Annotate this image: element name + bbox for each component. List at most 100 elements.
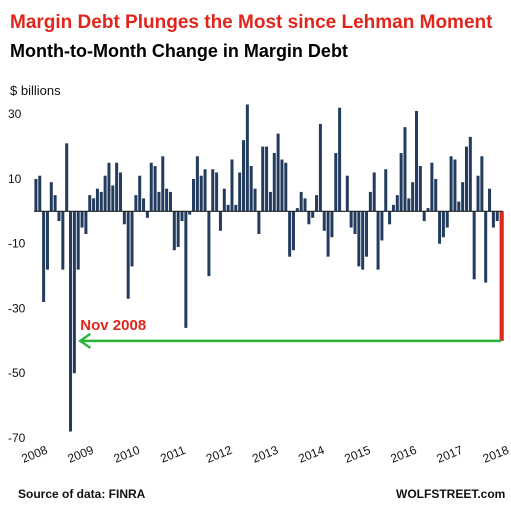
annotation-arrow-head: [78, 332, 92, 349]
bar: [126, 211, 130, 299]
bar: [272, 153, 276, 212]
bar: [118, 172, 122, 212]
bar: [261, 146, 265, 212]
bar: [192, 178, 196, 212]
x-tick-label: 2015: [342, 443, 372, 466]
bar: [268, 191, 272, 212]
bar: [295, 208, 299, 212]
bar: [172, 211, 176, 251]
bar: [488, 188, 492, 212]
bar: [161, 156, 165, 212]
bar: [403, 127, 407, 212]
bar: [188, 211, 192, 215]
bar: [138, 175, 142, 212]
bar: [284, 162, 288, 212]
bar: [242, 140, 246, 212]
y-axis-unit-label: $ billions: [10, 83, 61, 98]
bar: [315, 195, 319, 212]
bar: [215, 172, 219, 212]
bar: [199, 175, 203, 212]
bar: [234, 204, 238, 212]
bar: [253, 188, 257, 212]
bar: [395, 195, 399, 212]
bar: [238, 172, 242, 212]
bar: [391, 204, 395, 212]
bar: [265, 146, 269, 212]
bar: [142, 198, 146, 212]
latest-bar: [499, 211, 504, 341]
bar: [134, 195, 138, 212]
bar: [195, 156, 199, 212]
bar: [491, 211, 495, 228]
bar: [72, 211, 76, 374]
bar: [65, 143, 69, 212]
bar: [484, 211, 488, 283]
bar: [338, 107, 342, 212]
bar: [441, 211, 445, 238]
bar: [115, 162, 119, 212]
x-tick-label: 2017: [435, 443, 465, 466]
bar: [468, 136, 472, 212]
bar: [230, 159, 234, 212]
bar: [445, 211, 449, 228]
x-tick-label: 2010: [112, 443, 142, 466]
bar: [61, 211, 65, 270]
bar: [226, 204, 230, 212]
bar: [99, 191, 103, 212]
bar: [449, 156, 453, 212]
bar: [334, 153, 338, 212]
chart-title: Margin Debt Plunges the Most since Lehma…: [10, 12, 493, 33]
bar: [49, 182, 53, 212]
bar: [353, 211, 357, 234]
bar: [168, 191, 172, 212]
bar: [211, 169, 215, 212]
bar: [472, 211, 476, 280]
x-tick-label: 2008: [19, 443, 49, 466]
bar: [330, 211, 334, 238]
bar: [326, 211, 330, 257]
bar: [107, 162, 111, 212]
bar: [430, 162, 434, 212]
bar: [303, 198, 307, 212]
bar: [84, 211, 88, 234]
y-tick-label: 10: [8, 172, 22, 186]
bar: [361, 211, 365, 270]
bar: [415, 110, 419, 212]
bar: [203, 169, 207, 212]
chart-subtitle: Month-to-Month Change in Margin Debt: [10, 41, 348, 61]
x-tick-label: 2014: [296, 443, 326, 466]
bar: [495, 211, 499, 222]
bar: [145, 211, 149, 218]
bar: [318, 123, 322, 212]
y-tick-label: 30: [8, 107, 22, 121]
bar: [388, 211, 392, 225]
bar: [45, 211, 49, 270]
bar: [288, 211, 292, 257]
bar: [38, 175, 42, 212]
bar: [368, 191, 372, 212]
bar: [372, 172, 376, 212]
bar: [357, 211, 361, 267]
y-tick-label: -70: [8, 431, 26, 445]
bar: [57, 211, 61, 222]
bar: [76, 211, 80, 270]
bar: [69, 211, 73, 432]
bar: [384, 169, 388, 212]
bar: [180, 211, 184, 222]
bar: [411, 182, 415, 212]
bar: [461, 182, 465, 212]
bar: [280, 159, 284, 212]
bar: [380, 211, 384, 241]
x-tick-label: 2011: [158, 443, 187, 466]
bar: [311, 211, 315, 218]
y-tick-label: -30: [8, 301, 26, 315]
bar: [103, 175, 107, 212]
bar: [434, 178, 438, 212]
bar: [42, 211, 46, 302]
bar: [307, 211, 311, 225]
bar: [345, 175, 349, 212]
bar: [322, 211, 326, 231]
bar: [418, 166, 422, 212]
bar: [176, 211, 180, 247]
bar: [157, 191, 161, 212]
